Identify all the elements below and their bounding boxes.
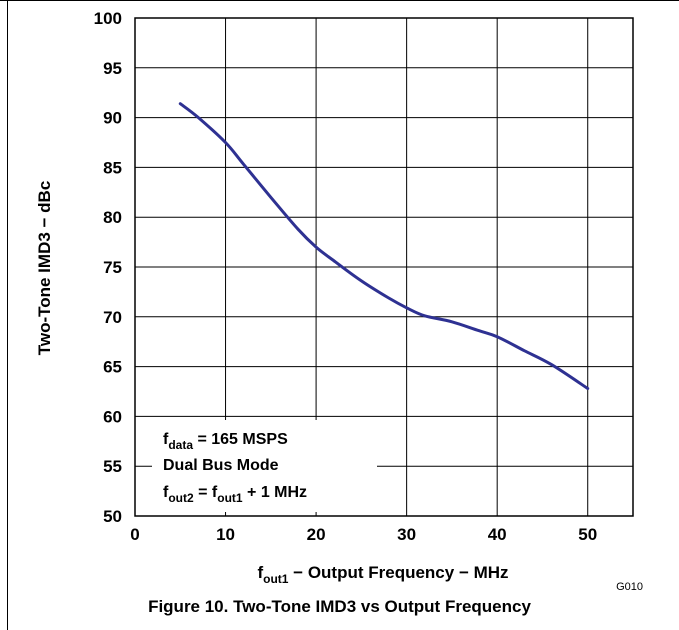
y-tick-label: 75 [103,258,122,277]
x-tick-labels: 0 10 20 30 40 50 [130,525,597,544]
y-tick-label: 80 [103,208,122,227]
y-tick-labels: 50 55 60 65 70 75 80 85 90 95 100 [94,9,122,526]
frame-left-border [7,0,8,630]
y-tick-label: 70 [103,308,122,327]
plot-border [134,17,634,517]
imd3-chart: 50 55 60 65 70 75 80 85 90 95 100 0 10 20 30 40 50 fdat… [35,9,643,593]
figure-caption: Figure 10. Two-Tone IMD3 vs Output Frequ… [148,597,531,616]
annotation-line-1: fdata = 165 MSPS [163,431,288,452]
y-tick-label: 60 [103,407,122,426]
x-tick-label: 30 [397,525,416,544]
annotation-background [152,420,377,512]
x-tick-label: 40 [488,525,507,544]
y-tick-label: 65 [103,358,122,377]
x-tick-label: 10 [216,525,235,544]
y-tick-label: 55 [103,457,122,476]
y-tick-label: 100 [94,9,122,28]
figure-code: G010 [616,581,643,593]
y-tick-label: 90 [103,109,122,128]
series-line [178,102,590,390]
y-tick-label: 50 [103,507,122,526]
annotation-line-2: Dual Bus Mode [163,457,279,474]
frame-top-border [0,0,679,1]
y-axis-title: Two-Tone IMD3 − dBc [35,181,54,356]
x-axis-title: fout1 − Output Frequency − MHz [257,563,508,586]
annotation-line-3: fout2 = fout1 + 1 MHz [163,484,307,505]
y-tick-label: 95 [103,59,122,78]
x-tick-label: 20 [307,525,326,544]
y-tick-label: 85 [103,158,122,177]
x-tick-label: 0 [130,525,139,544]
x-tick-label: 50 [578,525,597,544]
